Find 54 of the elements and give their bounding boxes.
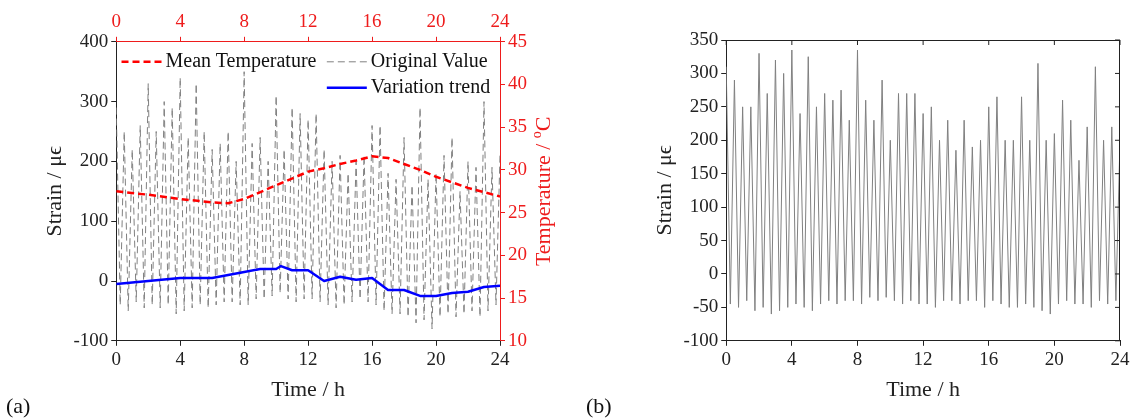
y-tick-label: 300 [689, 61, 719, 83]
x2-tick-label: 20 [426, 10, 446, 32]
y-axis-title: Strain / μϵ [40, 146, 66, 237]
y-tick-label: -100 [683, 328, 719, 350]
x-tick-label: 12 [298, 348, 318, 370]
y2-tick-label: 45 [508, 29, 527, 51]
y2-tick-label: 10 [508, 328, 527, 350]
legend-label: Mean Temperature [165, 49, 317, 73]
x-tick-label: 16 [979, 348, 999, 370]
y-tick-label: 200 [79, 149, 109, 171]
y-tick-label: -50 [692, 295, 719, 317]
y-tick-label: 100 [79, 209, 109, 231]
x2-tick-label: 16 [362, 10, 382, 32]
y2-tick-label: 35 [508, 115, 527, 137]
y-tick-label: 350 [689, 27, 719, 49]
x-tick-label: 8 [239, 348, 249, 370]
text: (b) [586, 393, 612, 418]
x-tick-label: 8 [852, 348, 863, 370]
y-tick-label: 50 [699, 228, 719, 250]
x-axis-title: Time / h [886, 375, 960, 401]
x-tick-label: 16 [362, 348, 382, 370]
y2-tick-label: 30 [508, 157, 527, 179]
legend-label: Original Value [370, 49, 488, 73]
y-tick-label: 150 [689, 161, 719, 183]
y2-axis-title: Temperature / oC [528, 116, 555, 267]
y2-tick-label: 20 [508, 243, 527, 265]
x-tick-label: 20 [1044, 348, 1064, 370]
y-axis-title: Strain / μϵ [650, 145, 676, 236]
text: (a) [6, 393, 31, 418]
y2-tick-label: 25 [508, 200, 527, 222]
y2-tick-label: 40 [508, 72, 527, 94]
line-series [116, 155, 500, 205]
y-tick-label: 0 [708, 261, 719, 283]
x-tick-label: 24 [1110, 348, 1130, 370]
x-tick-label: 24 [490, 348, 510, 370]
y-tick-label: -100 [73, 328, 109, 350]
line-series [116, 71, 500, 330]
y-tick-label: 200 [689, 128, 719, 150]
x2-tick-label: 12 [298, 10, 318, 32]
x-tick-label: 4 [787, 348, 798, 370]
y-tick-label: 0 [98, 268, 109, 290]
x2-tick-label: 8 [239, 10, 249, 32]
y-tick-label: 400 [79, 29, 109, 51]
x2-tick-label: 24 [490, 10, 510, 32]
y-tick-label: 250 [689, 94, 719, 116]
x-tick-label: 20 [426, 348, 446, 370]
legend-label: Variation trend [370, 75, 491, 98]
y-tick-label: 100 [689, 195, 719, 217]
x-axis-title: Time / h [271, 375, 345, 401]
x-tick-label: 12 [913, 348, 933, 370]
x-tick-label: 4 [175, 348, 186, 370]
y-tick-label: 300 [79, 89, 109, 111]
y2-tick-label: 15 [508, 286, 527, 308]
x2-tick-label: 4 [175, 10, 186, 32]
